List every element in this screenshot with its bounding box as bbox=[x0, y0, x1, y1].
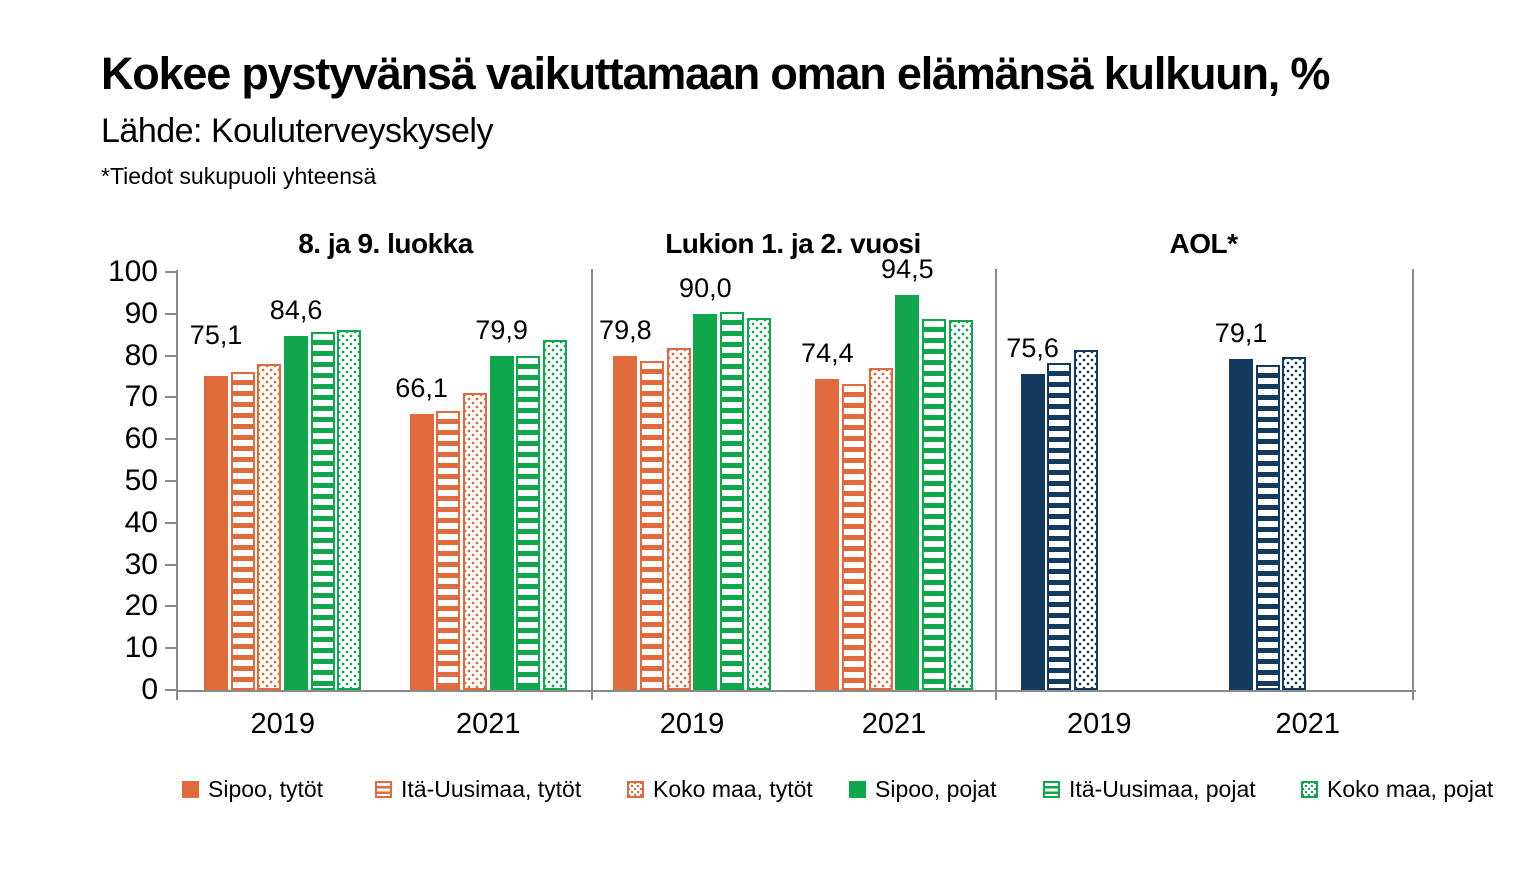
panel-divider bbox=[591, 269, 593, 700]
y-tick-label: 70 bbox=[124, 380, 158, 414]
chart-title: Kokee pystyvänsä vaikuttamaan oman elämä… bbox=[101, 48, 1330, 99]
y-axis-line bbox=[176, 270, 178, 700]
y-axis-tick bbox=[165, 354, 178, 357]
x-axis-year-label: 2021 bbox=[1275, 708, 1340, 740]
y-axis-tick bbox=[165, 605, 178, 608]
x-axis-year-label: 2019 bbox=[659, 708, 725, 740]
legend-label: Itä-Uusimaa, tytöt bbox=[401, 776, 582, 802]
bar-sipoo-tytöt bbox=[204, 376, 229, 690]
bar-sipoo-pojat bbox=[895, 295, 920, 690]
y-tick-label: 10 bbox=[124, 631, 158, 665]
bar-koko-maa-pojat bbox=[948, 320, 973, 690]
y-tick-label: 40 bbox=[124, 505, 158, 539]
bar-koko-maa-tytöt bbox=[666, 348, 691, 690]
bar-itä-uusimaa-tytöt bbox=[640, 360, 664, 690]
bar-sipoo-pojat bbox=[693, 313, 718, 690]
bar-value-label: 75,1 bbox=[189, 320, 243, 351]
bar-sipoo-tytöt bbox=[409, 413, 434, 690]
bar-value-label: 90,0 bbox=[679, 272, 732, 303]
bar-value-label: 79,9 bbox=[475, 315, 528, 345]
y-axis-tick bbox=[165, 480, 178, 482]
bar-value-label: 84,6 bbox=[269, 295, 323, 326]
bar-koko-maa-pojat bbox=[337, 330, 362, 690]
legend-item: Itä-Uusimaa, pojat bbox=[1043, 776, 1256, 803]
bar-itä-uusimaa-tytöt bbox=[842, 384, 866, 690]
y-axis-tick bbox=[165, 521, 178, 524]
legend-item: Sipoo, tytöt bbox=[182, 776, 323, 803]
legend-label: Itä-Uusimaa, pojat bbox=[1069, 776, 1256, 802]
x-axis-year-label: 2021 bbox=[455, 708, 521, 740]
y-axis-tick bbox=[165, 689, 178, 691]
bar-itä-uusimaa-tytöt bbox=[230, 372, 255, 690]
bar-koko-maa-tytöt bbox=[257, 364, 282, 690]
bar-value-label: 79,8 bbox=[599, 315, 652, 346]
bar-koko-maa-tytöt bbox=[462, 392, 487, 690]
y-axis-tick bbox=[165, 647, 178, 650]
legend-swatch-dots bbox=[1301, 781, 1318, 798]
chart-source: Lähde: Kouluterveyskysely bbox=[101, 112, 493, 150]
legend-label: Sipoo, tytöt bbox=[208, 776, 324, 802]
bar-sipoo-pojat bbox=[284, 336, 309, 690]
legend-label: Koko maa, pojat bbox=[1327, 776, 1494, 802]
bar-sipoo bbox=[1020, 374, 1045, 690]
y-tick-label: 80 bbox=[124, 338, 158, 372]
panel-title: 8. ja 9. luokka bbox=[298, 228, 473, 259]
legend-swatch-solid bbox=[182, 781, 199, 798]
bar-sipoo bbox=[1229, 359, 1254, 690]
x-axis-line bbox=[176, 690, 1416, 692]
bar-koko-maa bbox=[1282, 356, 1307, 690]
legend-item: Koko maa, pojat bbox=[1301, 776, 1493, 803]
panel-title: Lukion 1. ja 2. vuosi bbox=[665, 228, 921, 259]
y-axis-tick bbox=[165, 438, 178, 441]
bar-itä-uusimaa-pojat bbox=[720, 312, 744, 690]
bar-itä-uusimaa-pojat bbox=[516, 355, 541, 690]
bar-sipoo-tytöt bbox=[815, 379, 840, 690]
y-tick-label: 60 bbox=[124, 422, 158, 456]
bar-koko-maa-pojat bbox=[542, 340, 567, 690]
y-tick-label: 100 bbox=[107, 255, 158, 288]
bar-itä-uusimaa bbox=[1047, 362, 1072, 690]
panel-divider bbox=[995, 269, 997, 700]
chart-footnote: *Tiedot sukupuoli yhteensä bbox=[101, 163, 377, 189]
legend-item: Sipoo, pojat bbox=[849, 776, 996, 803]
bar-value-label: 66,1 bbox=[395, 372, 448, 403]
y-axis-tick bbox=[165, 563, 178, 566]
panel-divider bbox=[1412, 269, 1414, 700]
legend-swatch-stripes bbox=[1043, 781, 1060, 798]
y-tick-label: 30 bbox=[124, 547, 158, 581]
x-axis-year-label: 2021 bbox=[861, 708, 927, 740]
legend-swatch-solid bbox=[849, 781, 866, 798]
bar-value-label: 75,6 bbox=[1006, 333, 1059, 363]
legend-swatch-dots bbox=[627, 781, 644, 798]
legend-label: Sipoo, pojat bbox=[875, 776, 997, 802]
x-axis-year-label: 2019 bbox=[1066, 708, 1132, 740]
bar-itä-uusimaa-tytöt bbox=[436, 410, 461, 690]
legend-item: Koko maa, tytöt bbox=[627, 776, 813, 803]
bar-sipoo-pojat bbox=[489, 356, 514, 690]
bar-koko-maa-pojat bbox=[746, 318, 771, 690]
bar-itä-uusimaa-pojat bbox=[310, 332, 335, 690]
legend-swatch-stripes bbox=[375, 781, 392, 798]
x-axis-year-label: 2019 bbox=[250, 708, 315, 740]
y-axis-tick bbox=[165, 271, 178, 273]
bar-sipoo-tytöt bbox=[613, 356, 638, 690]
bar-itä-uusimaa-pojat bbox=[922, 319, 946, 690]
legend-item: Itä-Uusimaa, tytöt bbox=[375, 776, 581, 803]
y-tick-label: 50 bbox=[124, 464, 158, 497]
bar-value-label: 94,5 bbox=[881, 254, 934, 284]
bar-value-label: 74,4 bbox=[801, 338, 854, 368]
y-axis-tick bbox=[165, 312, 178, 315]
y-axis-tick bbox=[165, 396, 178, 399]
y-tick-label: 20 bbox=[124, 589, 158, 623]
y-tick-label: 90 bbox=[124, 296, 158, 330]
panel-title: AOL* bbox=[1169, 228, 1239, 259]
bar-value-label: 79,1 bbox=[1214, 318, 1268, 349]
bar-koko-maa bbox=[1073, 350, 1098, 690]
legend-label: Koko maa, tytöt bbox=[653, 776, 813, 802]
y-tick-label: 0 bbox=[141, 673, 158, 706]
bar-koko-maa-tytöt bbox=[868, 368, 893, 690]
bar-itä-uusimaa bbox=[1255, 365, 1280, 690]
